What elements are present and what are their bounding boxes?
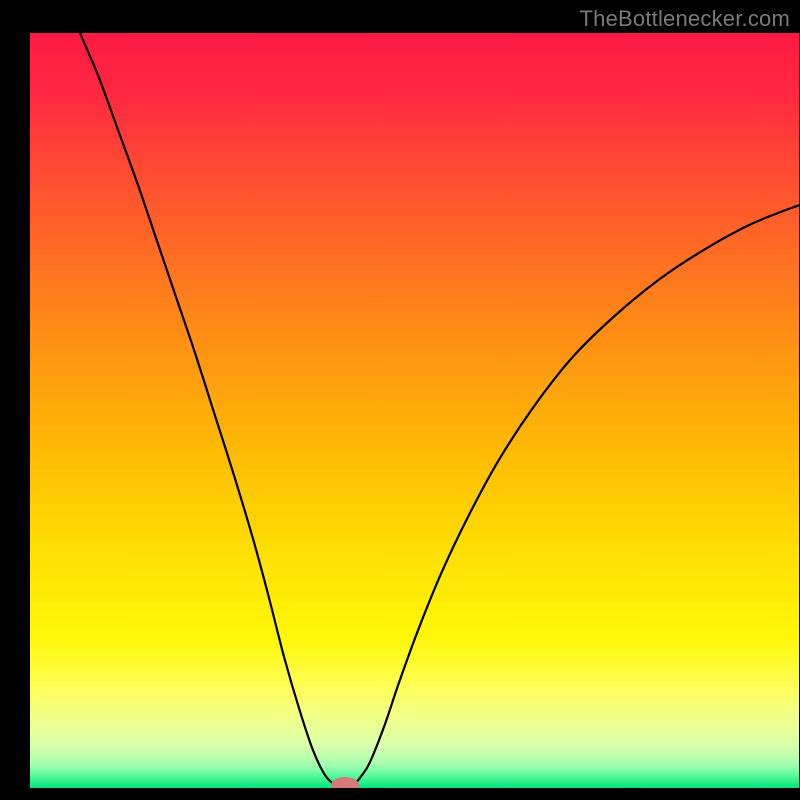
- watermark-label: TheBottlenecker.com: [580, 6, 790, 32]
- v-curve: [30, 33, 799, 788]
- minimum-marker: [331, 777, 359, 788]
- plot-area: [30, 33, 799, 788]
